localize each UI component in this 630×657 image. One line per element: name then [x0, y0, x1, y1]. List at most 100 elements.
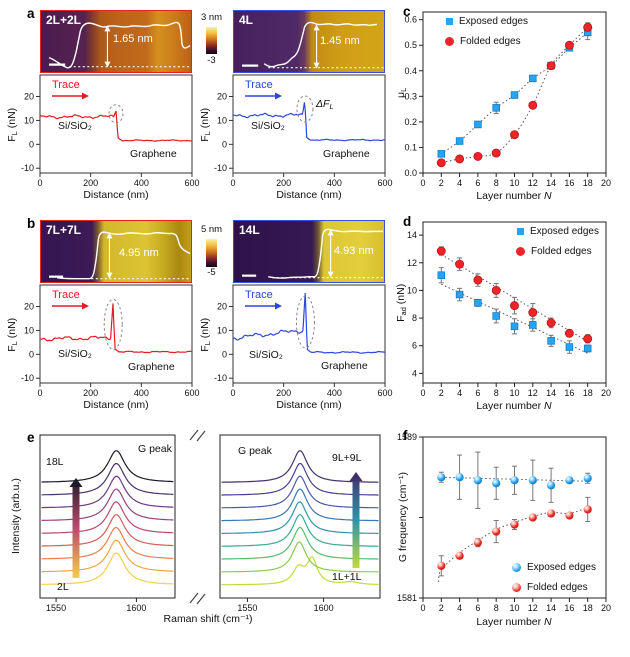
svg-text:0: 0: [29, 349, 34, 359]
svg-text:1589: 1589: [397, 432, 417, 442]
svg-text:0: 0: [420, 603, 425, 613]
svg-text:10: 10: [24, 115, 34, 125]
svg-text:12: 12: [407, 258, 417, 268]
height-profile-overlay: [49, 231, 191, 280]
svg-text:600: 600: [184, 388, 199, 398]
trace-direction-label: Trace: [52, 289, 80, 301]
svg-text:4: 4: [457, 603, 462, 613]
svg-text:0: 0: [37, 388, 42, 398]
height-profile-overlay: [242, 228, 384, 279]
arrow-bottom-label: 2L: [57, 581, 69, 593]
svg-text:0: 0: [230, 388, 235, 398]
colorbar-gradient: [206, 27, 217, 54]
colorbar-max-label: 5 nm: [200, 224, 223, 235]
svg-text:400: 400: [327, 388, 342, 398]
svg-text:10: 10: [24, 325, 34, 335]
svg-text:0: 0: [222, 349, 227, 359]
svg-text:10: 10: [509, 388, 519, 398]
panel-label-d: d: [403, 214, 412, 229]
legend-item-folded: Folded edges: [516, 246, 592, 257]
substrate-label: Si/SiO₂: [58, 120, 92, 132]
x-axis-label-distance: Distance (nm): [83, 399, 149, 411]
afm-image-4l: 4L 1.45 nm: [233, 10, 385, 73]
substrate-label: Si/SiO₂: [251, 120, 285, 132]
svg-text:0: 0: [420, 178, 425, 188]
x-axis-label-layers: Layer number N: [476, 400, 552, 412]
legend-marker-circle: [445, 37, 454, 46]
afm-topography: [41, 11, 191, 72]
svg-text:16: 16: [564, 603, 574, 613]
y-axis-label-adhesion: Fad (nN): [395, 283, 409, 322]
legend-marker-square: [446, 18, 453, 25]
svg-text:10: 10: [407, 285, 417, 295]
svg-text:1550: 1550: [237, 603, 257, 613]
svg-text:400: 400: [134, 178, 149, 188]
legend-marker-circle: [516, 247, 525, 256]
svg-text:16: 16: [564, 388, 574, 398]
svg-text:18: 18: [583, 178, 593, 188]
panel-label-b: b: [27, 216, 36, 231]
svg-text:20: 20: [24, 302, 34, 312]
svg-text:18: 18: [583, 388, 593, 398]
svg-text:1600: 1600: [314, 603, 334, 613]
svg-text:14: 14: [546, 178, 556, 188]
delta-friction-label: ΔFL: [316, 98, 334, 111]
svg-text:-10: -10: [214, 373, 227, 383]
svg-text:2: 2: [439, 603, 444, 613]
arrow-down-icon: [106, 272, 113, 279]
svg-text:16: 16: [564, 178, 574, 188]
svg-text:1600: 1600: [126, 603, 146, 613]
afm-topography: [234, 11, 384, 72]
svg-text:600: 600: [377, 388, 392, 398]
y-axis-label-friction: FL (nN): [6, 317, 20, 352]
arrow-up-icon: [106, 232, 113, 239]
y-axis-label-gfrequency: G frequency (cm⁻¹): [396, 471, 409, 563]
x-axis-label-raman-shift: Raman shift (cm⁻¹): [163, 613, 253, 625]
x-axis-label-layers: Layer number N: [476, 190, 552, 202]
svg-text:8: 8: [412, 313, 417, 323]
y-axis-label-intensity: Intensity (arb.u.): [9, 478, 22, 554]
svg-text:-10: -10: [21, 163, 34, 173]
colorbar-max-label: 3 nm: [200, 12, 223, 23]
trace-direction-label: Trace: [245, 79, 273, 91]
svg-text:200: 200: [83, 388, 98, 398]
svg-text:20: 20: [24, 92, 34, 102]
svg-text:14: 14: [546, 603, 556, 613]
svg-text:-10: -10: [214, 163, 227, 173]
arrow-down-icon: [327, 271, 334, 278]
svg-text:600: 600: [184, 178, 199, 188]
x-axis-label-distance: Distance (nm): [276, 399, 342, 411]
height-profile-line: [263, 21, 378, 68]
svg-text:10: 10: [509, 178, 519, 188]
svg-text:400: 400: [134, 388, 149, 398]
legend-marker-circle: [512, 563, 521, 572]
svg-text:12: 12: [528, 603, 538, 613]
svg-text:12: 12: [528, 178, 538, 188]
svg-text:12: 12: [528, 388, 538, 398]
afm-sample-label: 2L+2L: [46, 13, 82, 27]
legend-item-exposed: Exposed edges: [446, 16, 528, 27]
height-profile-line: [56, 231, 191, 280]
trace-direction-label: Trace: [245, 289, 273, 301]
svg-text:0: 0: [29, 139, 34, 149]
svg-text:20: 20: [601, 603, 611, 613]
svg-text:20: 20: [217, 92, 227, 102]
svg-text:20: 20: [217, 302, 227, 312]
legend-marker-circle: [512, 583, 521, 592]
panel-label-f: f: [403, 428, 408, 443]
svg-text:8: 8: [494, 603, 499, 613]
svg-text:6: 6: [412, 341, 417, 351]
afm-sample-label: 7L+7L: [46, 223, 82, 237]
svg-text:0.2: 0.2: [404, 117, 417, 127]
svg-text:8: 8: [494, 388, 499, 398]
svg-text:4: 4: [457, 388, 462, 398]
svg-text:4: 4: [457, 178, 462, 188]
svg-text:-10: -10: [21, 373, 34, 383]
svg-text:600: 600: [377, 178, 392, 188]
g-peak-label: G peak: [238, 445, 272, 457]
svg-text:1550: 1550: [46, 603, 66, 613]
substrate-label: Si/SiO₂: [58, 348, 92, 360]
svg-text:0.6: 0.6: [404, 15, 417, 25]
